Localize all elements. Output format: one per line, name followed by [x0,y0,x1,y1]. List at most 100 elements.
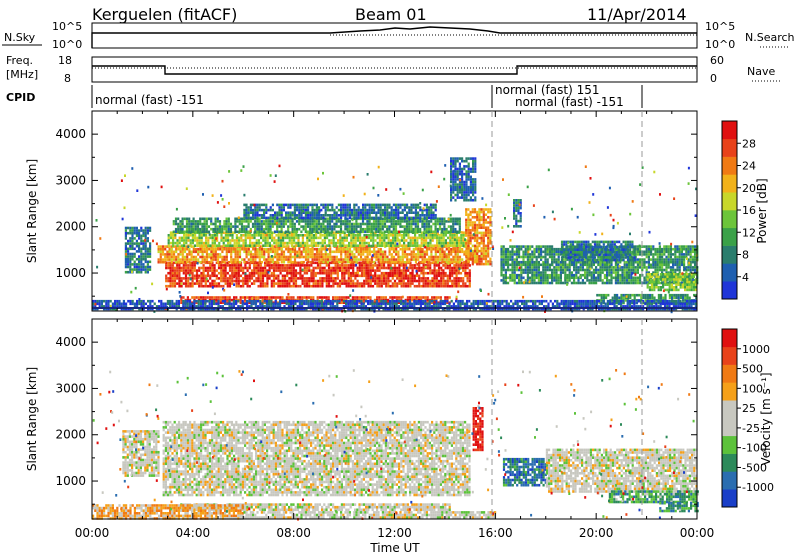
power-cell-r7 [465,208,468,211]
power-cell-r2 [455,234,458,237]
power-cell-r2 [367,236,370,240]
power-cell-r2 [460,241,463,245]
power-cell-r1 [381,250,385,254]
power-cell-r8 [663,260,666,264]
power-cell-r1 [249,260,253,264]
power-cell-r2 [264,234,267,237]
power-cell-r3 [227,230,230,234]
power-cell-r4 [289,216,292,220]
power-cell-r0 [290,279,293,283]
power-cell-r8 [636,258,639,261]
power-cell-r3 [271,225,274,228]
power-cell-r2 [196,241,199,245]
power-cell-r4 [300,203,303,207]
power-cell-r2 [348,244,351,247]
power-cell-r1 [271,255,275,259]
power-cell-r2 [455,236,458,240]
power-cell-r8 [669,258,672,261]
power-cell-r0 [294,269,298,272]
power-cell-r0 [365,274,368,278]
power-cell-r1 [368,258,371,261]
power-cell-r0 [220,284,223,288]
power-cell-r1 [406,247,409,251]
power-cell-r4 [357,214,360,217]
power-cell-r3 [280,230,283,234]
power-cell-r2 [447,241,450,245]
power-cell-r2 [288,236,291,240]
power-cell-r1 [322,258,325,261]
power-cell-r0 [453,284,456,288]
power-cell-r8 [500,260,503,264]
cpid-row: CPID normal (fast) -151 normal (fast) 15… [6,83,643,109]
power-cell-r7 [489,239,492,242]
power-cell-r8 [656,250,659,254]
power-cell-r5 [420,296,423,299]
power-cell-r1 [216,255,220,259]
power-cell-r8 [680,245,683,248]
power-cell-r3 [355,225,358,228]
power-cell-r4 [368,216,371,220]
power-cell-r2 [172,234,175,237]
power-cell-r2 [414,234,417,237]
power-cell-r7 [469,247,472,250]
power-cell-r0 [422,264,425,267]
power-cell-r2 [257,234,260,237]
power-cell-r0 [323,279,326,283]
power-cell-r0 [180,269,183,272]
power-cell-r0 [371,269,375,272]
power-cell-r1 [359,247,363,251]
power-cell-r2 [334,244,337,247]
power-cell-r3 [214,217,217,221]
power-cell-r4 [417,216,420,220]
power-cell-r7 [473,239,477,242]
power-cell-r3 [364,222,367,226]
power-cell-r3 [344,225,347,228]
power-cell-r3 [304,225,307,228]
power-cell-r4 [386,203,389,207]
power-cell-r1 [344,250,347,254]
power-cell-r1 [366,255,369,259]
power-cell-r1 [166,245,169,248]
power-cell-r8 [524,250,527,254]
power-cell-r0 [189,264,192,267]
power-cell-r2 [277,241,280,245]
power-cell-r1 [439,250,442,254]
power-cell-r8 [518,260,521,264]
power-cell-r6 [138,270,141,274]
power-cell-r0 [365,266,368,270]
power-cell-r3 [185,230,189,234]
power-cell-r1 [304,247,308,251]
power-cell-r0 [321,279,324,283]
power-cell-r0 [422,269,425,272]
power-cell-r8 [537,245,540,248]
power-cell-r7 [489,229,492,232]
power-cell-r4 [340,214,343,217]
power-cell-r7 [476,239,479,242]
power-cell-r0 [277,277,280,280]
power-cell-r2 [422,236,425,240]
power-cell-r0 [407,269,410,272]
power-cell-r1 [357,253,360,256]
power-cell-r8 [656,260,659,264]
power-cell-r0 [213,284,216,288]
power-cell-r0 [261,277,265,280]
power-cell-r2 [266,241,269,245]
power-cell-r3 [229,230,233,234]
power-cell-r5 [288,296,291,299]
power-cell-r2 [301,236,304,240]
power-cell-r4 [260,208,263,212]
power-cell-r2 [447,244,450,247]
power-cell-r2 [354,234,357,237]
power-cell-r7 [473,260,477,263]
power-cell-r0 [459,277,463,280]
power-cell-r1 [443,250,446,254]
power-cell-r0 [281,264,284,267]
power-cell-r7 [467,244,470,248]
power-cell-r7 [469,210,472,214]
power-cell-r0 [330,277,333,280]
power-cell-r6 [135,268,138,271]
power-cell-r1 [329,247,332,251]
power-cell-r3 [172,230,175,234]
power-cell-r2 [330,241,333,245]
power-cell-r2 [308,239,311,242]
